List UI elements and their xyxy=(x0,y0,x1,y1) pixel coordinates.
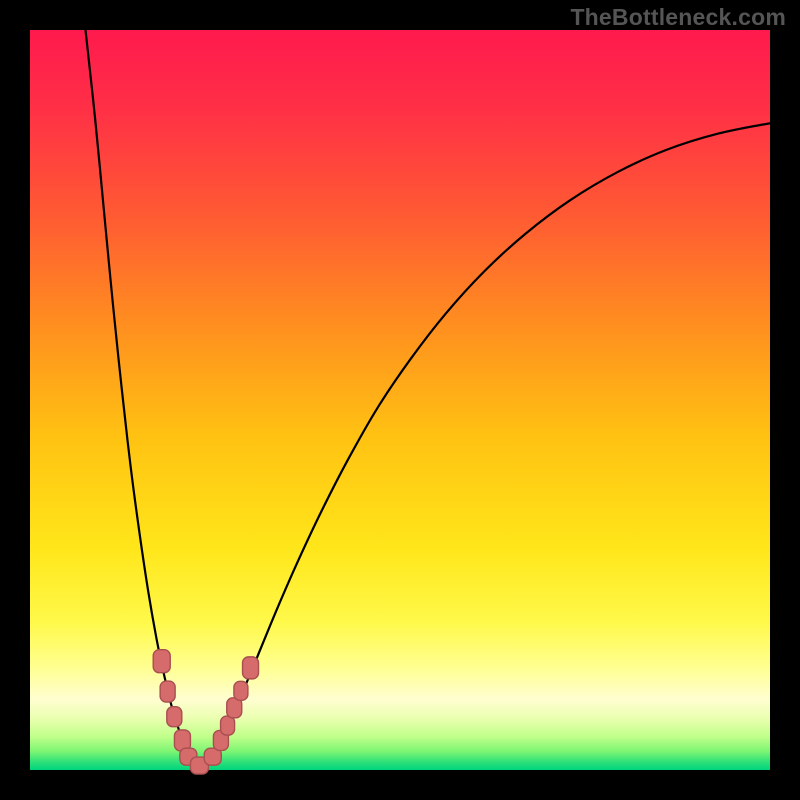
data-marker xyxy=(153,650,170,673)
data-marker xyxy=(167,707,182,727)
chart-frame: TheBottleneck.com xyxy=(0,0,800,800)
data-marker xyxy=(221,716,235,735)
chart-overlay xyxy=(30,30,770,770)
data-marker xyxy=(234,681,248,700)
curve-right xyxy=(199,123,770,768)
marker-group xyxy=(153,650,258,774)
watermark-text: TheBottleneck.com xyxy=(570,4,786,31)
data-marker xyxy=(243,657,259,679)
plot-area xyxy=(30,30,770,770)
data-marker xyxy=(160,681,175,702)
curve-left xyxy=(86,30,199,769)
